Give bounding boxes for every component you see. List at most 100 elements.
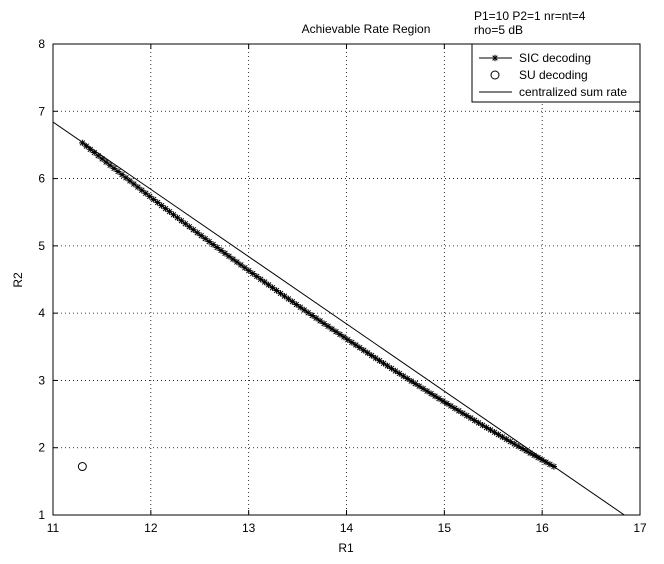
sic-decoding-point <box>237 261 245 269</box>
sic-decoding-point <box>225 253 233 260</box>
sic-decoding-point <box>281 292 288 300</box>
sic-decoding-point <box>301 306 308 314</box>
sic-decoding-point <box>368 352 375 359</box>
legend-label-sic: SIC decoding <box>519 51 591 65</box>
sic-decoding-point <box>324 323 332 330</box>
x-tick-label: 11 <box>47 521 60 535</box>
x-axis-label: R1 <box>338 541 354 555</box>
sic-decoding-point <box>122 174 130 181</box>
sic-decoding-point <box>190 226 197 233</box>
sic-decoding-point <box>312 314 320 322</box>
sic-decoding-point <box>388 365 395 372</box>
sic-decoding-point <box>392 367 399 375</box>
sic-decoding-point <box>150 196 157 203</box>
sic-decoding-point <box>102 158 110 166</box>
sic-decoding-point <box>328 325 336 333</box>
sic-decoding-point <box>372 354 379 362</box>
sic-decoding-point <box>308 312 316 319</box>
sic-decoding-point <box>138 187 145 194</box>
sic-decoding-point <box>380 360 387 367</box>
sic-decoding-point <box>332 328 340 335</box>
sic-decoding-point <box>95 152 102 159</box>
sic-decoding-point <box>198 232 205 239</box>
sic-decoding-point <box>285 295 292 303</box>
sic-decoding-point <box>269 284 276 291</box>
sic-decoding-point <box>305 309 312 316</box>
sic-decoding-point <box>352 341 359 349</box>
sic-decoding-point <box>209 241 217 248</box>
sic-decoding-point <box>201 235 209 242</box>
sic-decoding-point <box>396 370 403 377</box>
sic-decoding-point <box>229 255 237 263</box>
sic-decoding-point <box>178 217 185 224</box>
sic-decoding-point <box>400 372 407 380</box>
sic-decoding-point <box>91 149 98 156</box>
sic-decoding-point <box>376 357 383 364</box>
sic-decoding-point <box>170 211 177 218</box>
sic-decoding-point <box>491 429 498 436</box>
sic-decoding-point <box>297 304 304 311</box>
sic-decoding-point <box>257 276 264 283</box>
sic-decoding-point <box>221 250 229 257</box>
sic-decoding-point <box>118 171 126 178</box>
x-tick-label: 14 <box>340 521 354 535</box>
y-axis-label: R2 <box>11 272 25 288</box>
sic-decoding-point <box>316 317 324 325</box>
legend-circle-marker <box>490 70 500 80</box>
legend-label-su: SU decoding <box>519 68 588 82</box>
chart-title: Achievable Rate Region <box>302 22 431 36</box>
sic-decoding-point <box>233 258 241 266</box>
sic-decoding-point <box>530 452 538 459</box>
sic-decoding-point <box>114 168 122 175</box>
x-tick-label: 16 <box>535 521 549 535</box>
sic-decoding-point <box>336 331 344 338</box>
sic-decoding-point <box>245 267 252 274</box>
sic-decoding-point <box>217 247 225 254</box>
sic-decoding-point <box>98 155 106 163</box>
y-tick-label: 1 <box>38 508 45 522</box>
sic-decoding-point <box>158 202 165 209</box>
sic-decoding-point <box>253 273 260 280</box>
sic-decoding-point <box>205 238 213 245</box>
sic-decoding-point <box>182 220 189 227</box>
y-tick-label: 5 <box>38 239 45 253</box>
sic-decoding-point <box>289 298 296 305</box>
sic-decoding-point <box>166 208 173 215</box>
sic-decoding-point <box>273 287 280 294</box>
sic-decoding-point <box>174 214 181 221</box>
sic-decoding-point <box>186 223 193 230</box>
series-layer <box>53 121 625 515</box>
legend-sample-su <box>490 70 500 80</box>
sic-decoding-point <box>320 320 328 327</box>
y-tick-label: 4 <box>38 306 45 320</box>
sic-decoding-point <box>542 458 550 466</box>
sic-decoding-point <box>550 463 558 470</box>
sic-decoding-point <box>360 347 367 354</box>
sic-decoding-point <box>384 362 391 370</box>
sic-decoding-point <box>106 162 114 169</box>
sic-decoding-point <box>519 445 526 452</box>
legend-asterisk-marker <box>491 54 499 62</box>
sic-decoding-point <box>356 344 363 351</box>
centralized-sum-rate-line <box>53 121 625 515</box>
y-tick-label: 6 <box>38 172 45 186</box>
sic-decoding-point <box>277 290 284 297</box>
sic-decoding-point <box>134 183 142 191</box>
sic-decoding-point <box>364 349 371 357</box>
sic-decoding-point <box>249 270 256 277</box>
sic-decoding-point <box>423 387 431 395</box>
sic-decoding-point <box>340 333 348 341</box>
sic-decoding-point <box>213 244 221 251</box>
sic-decoding-point <box>79 139 86 147</box>
sic-decoding-point <box>142 190 149 197</box>
sic-decoding-point <box>110 165 118 172</box>
sic-decoding-point <box>130 180 138 188</box>
y-tick-label: 8 <box>38 37 45 51</box>
y-tick-label: 7 <box>38 104 45 118</box>
grid <box>53 44 640 515</box>
sic-decoding-point <box>241 264 249 271</box>
sic-decoding-point <box>348 339 356 346</box>
sic-decoding-point <box>261 278 268 286</box>
